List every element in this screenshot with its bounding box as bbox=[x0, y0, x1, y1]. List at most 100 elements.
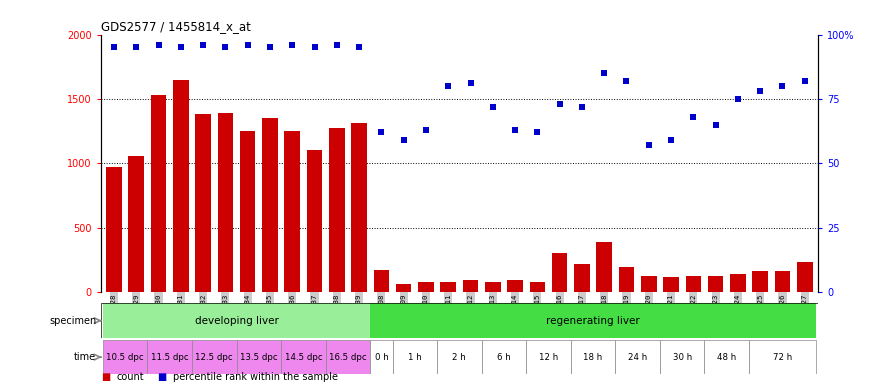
Text: count: count bbox=[116, 372, 144, 382]
Point bbox=[330, 42, 344, 48]
Point bbox=[641, 142, 655, 148]
Bar bbox=[797, 262, 813, 292]
Bar bbox=[150, 95, 166, 292]
Bar bbox=[281, 340, 326, 374]
Text: 10.5 dpc: 10.5 dpc bbox=[107, 353, 144, 362]
Text: percentile rank within the sample: percentile rank within the sample bbox=[173, 372, 339, 382]
Bar bbox=[708, 276, 724, 292]
Bar bbox=[103, 303, 370, 338]
Bar bbox=[660, 340, 704, 374]
Point bbox=[263, 44, 277, 50]
Text: 72 h: 72 h bbox=[773, 353, 792, 362]
Bar bbox=[374, 270, 389, 292]
Point bbox=[709, 121, 723, 127]
Point bbox=[464, 80, 478, 86]
Text: ■: ■ bbox=[101, 372, 110, 382]
Point bbox=[130, 44, 144, 50]
Bar bbox=[752, 271, 768, 292]
Text: 16.5 dpc: 16.5 dpc bbox=[329, 353, 367, 362]
Bar bbox=[529, 281, 545, 292]
Text: 12.5 dpc: 12.5 dpc bbox=[195, 353, 233, 362]
Bar bbox=[730, 274, 746, 292]
Point bbox=[798, 78, 812, 84]
Bar bbox=[106, 167, 122, 292]
Bar bbox=[103, 340, 147, 374]
Bar bbox=[663, 277, 679, 292]
Bar bbox=[440, 281, 456, 292]
Bar bbox=[307, 151, 322, 292]
Bar bbox=[481, 340, 526, 374]
Bar bbox=[329, 129, 345, 292]
Point bbox=[374, 129, 388, 136]
Text: time: time bbox=[74, 352, 96, 362]
Bar bbox=[615, 340, 660, 374]
Bar bbox=[552, 253, 568, 292]
Text: 2 h: 2 h bbox=[452, 353, 466, 362]
Point bbox=[151, 42, 165, 48]
Bar bbox=[418, 281, 434, 292]
Text: 11.5 dpc: 11.5 dpc bbox=[150, 353, 188, 362]
Point bbox=[775, 83, 789, 89]
Point bbox=[486, 104, 500, 110]
Bar bbox=[240, 131, 256, 292]
Bar bbox=[393, 340, 438, 374]
Point bbox=[508, 127, 522, 133]
Text: 30 h: 30 h bbox=[673, 353, 692, 362]
Bar bbox=[236, 340, 281, 374]
Point bbox=[753, 88, 767, 94]
Point bbox=[620, 78, 634, 84]
Bar bbox=[526, 340, 570, 374]
Text: 6 h: 6 h bbox=[497, 353, 511, 362]
Point bbox=[441, 83, 455, 89]
Bar bbox=[749, 340, 816, 374]
Text: specimen: specimen bbox=[49, 316, 96, 326]
Text: 1 h: 1 h bbox=[408, 353, 422, 362]
Bar bbox=[570, 340, 615, 374]
Bar bbox=[370, 303, 816, 338]
Point bbox=[174, 44, 188, 50]
Text: 12 h: 12 h bbox=[539, 353, 558, 362]
Point bbox=[686, 114, 700, 120]
Bar bbox=[284, 131, 300, 292]
Point bbox=[598, 70, 612, 76]
Text: ■: ■ bbox=[158, 372, 167, 382]
Bar bbox=[507, 280, 523, 292]
Bar bbox=[218, 113, 234, 292]
Bar bbox=[173, 79, 189, 292]
Bar bbox=[351, 123, 367, 292]
Bar bbox=[597, 242, 612, 292]
Point bbox=[575, 104, 589, 110]
Bar bbox=[326, 340, 370, 374]
Point bbox=[352, 44, 366, 50]
Text: 48 h: 48 h bbox=[718, 353, 737, 362]
Bar bbox=[774, 271, 790, 292]
Bar bbox=[195, 114, 211, 292]
Text: developing liver: developing liver bbox=[194, 316, 278, 326]
Point bbox=[107, 44, 121, 50]
Point bbox=[664, 137, 678, 143]
Bar bbox=[704, 340, 749, 374]
Bar bbox=[192, 340, 236, 374]
Point bbox=[731, 96, 745, 102]
Bar bbox=[485, 281, 500, 292]
Text: GDS2577 / 1455814_x_at: GDS2577 / 1455814_x_at bbox=[101, 20, 250, 33]
Point bbox=[553, 101, 567, 107]
Text: 13.5 dpc: 13.5 dpc bbox=[240, 353, 277, 362]
Bar bbox=[685, 276, 701, 292]
Point bbox=[419, 127, 433, 133]
Point bbox=[241, 42, 255, 48]
Text: regenerating liver: regenerating liver bbox=[546, 316, 640, 326]
Point bbox=[307, 44, 321, 50]
Point bbox=[219, 44, 233, 50]
Bar bbox=[147, 340, 192, 374]
Point bbox=[196, 42, 210, 48]
Point bbox=[285, 42, 299, 48]
Bar bbox=[262, 118, 277, 292]
Bar bbox=[438, 340, 481, 374]
Bar bbox=[396, 284, 411, 292]
Bar bbox=[619, 267, 634, 292]
Bar bbox=[370, 340, 393, 374]
Text: 0 h: 0 h bbox=[374, 353, 388, 362]
Bar bbox=[641, 276, 656, 292]
Text: 14.5 dpc: 14.5 dpc bbox=[284, 353, 322, 362]
